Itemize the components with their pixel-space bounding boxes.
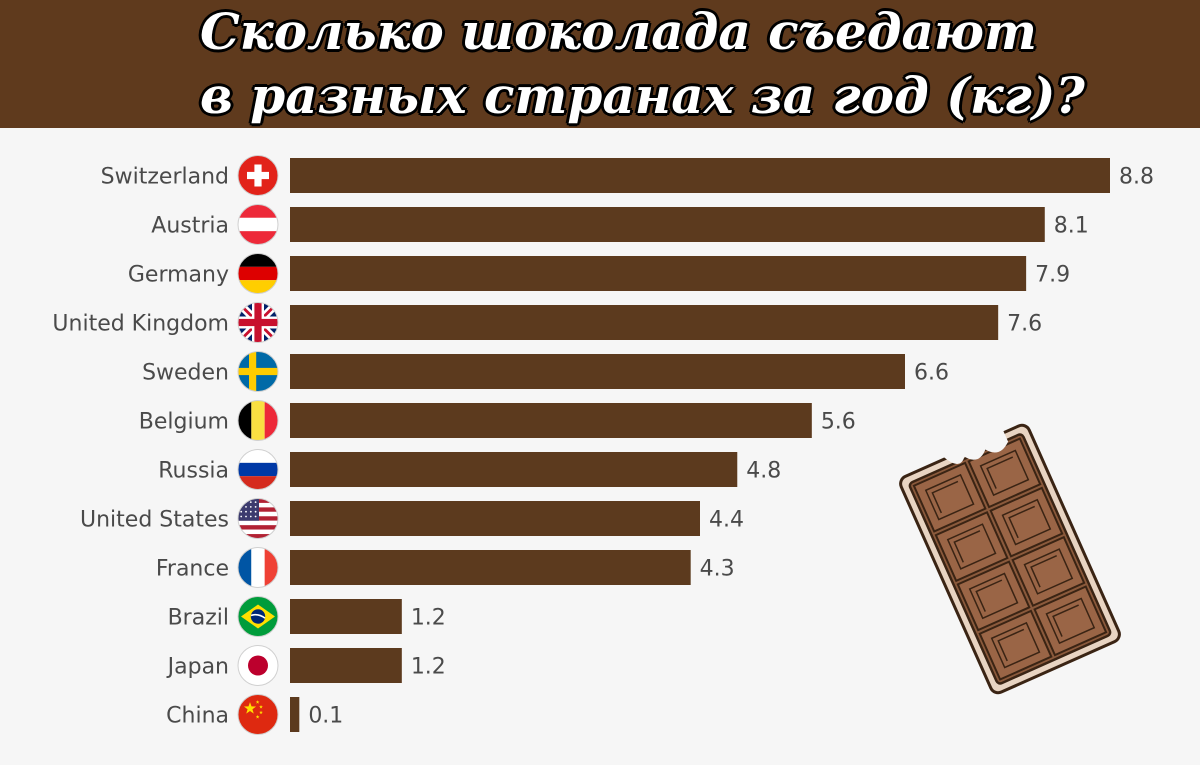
bar — [290, 452, 738, 487]
value-label: 5.6 — [821, 410, 856, 435]
value-label: 7.9 — [1035, 263, 1070, 288]
value-label: 4.4 — [709, 508, 744, 533]
category-label: United States — [80, 508, 229, 533]
value-label: 6.6 — [914, 361, 949, 386]
bar — [290, 256, 1027, 291]
value-label: 1.2 — [411, 606, 446, 631]
category-label: Sweden — [142, 361, 229, 386]
bar — [290, 403, 812, 438]
title-line-1: Сколько шоколада съедают — [200, 2, 1037, 61]
bar — [290, 158, 1110, 193]
value-label: 7.6 — [1007, 312, 1042, 337]
austria-flag-icon — [237, 204, 279, 245]
sweden-flag-icon — [237, 351, 279, 392]
category-label: Japan — [166, 655, 229, 680]
category-label: Switzerland — [101, 165, 229, 190]
bar — [290, 599, 402, 634]
bar — [290, 501, 700, 536]
category-label: Austria — [151, 214, 229, 239]
category-label: Germany — [128, 263, 229, 288]
title-line-2: в разных странах за год (кг)? — [200, 66, 1085, 125]
category-label: Brazil — [168, 606, 229, 631]
chocolate-bar-icon — [899, 423, 1121, 695]
chart-area: Switzerland 8.8 Austria 8.1 Germany 7.9 United… — [0, 128, 1200, 765]
category-label: Belgium — [139, 410, 229, 435]
germany-flag-icon — [237, 253, 279, 294]
france-flag-icon — [237, 547, 279, 588]
category-label: United Kingdom — [52, 312, 229, 337]
title-banner: Сколько шоколада съедают в разных страна… — [0, 0, 1200, 128]
bar — [290, 648, 402, 683]
value-label: 0.1 — [308, 704, 343, 729]
value-label: 8.8 — [1119, 165, 1154, 190]
russia-flag-icon — [237, 449, 279, 490]
value-label: 4.3 — [700, 557, 735, 582]
category-label: France — [156, 557, 229, 582]
usa-flag-icon — [237, 498, 279, 539]
category-label: Russia — [158, 459, 229, 484]
bar — [290, 550, 691, 585]
value-label: 4.8 — [746, 459, 781, 484]
switzerland-flag-icon — [237, 155, 279, 196]
value-label: 8.1 — [1054, 214, 1089, 239]
belgium-flag-icon — [237, 400, 279, 441]
bar-chart: Switzerland 8.8 Austria 8.1 Germany 7.9 United… — [52, 155, 1154, 735]
value-label: 1.2 — [411, 655, 446, 680]
bar — [290, 207, 1045, 242]
brazil-flag-icon — [237, 596, 279, 637]
china-flag-icon — [237, 694, 279, 735]
uk-flag-icon — [237, 302, 279, 343]
bar — [290, 697, 300, 732]
bar — [290, 354, 905, 389]
category-label: China — [166, 704, 229, 729]
japan-flag-icon — [237, 645, 279, 686]
bar — [290, 305, 999, 340]
